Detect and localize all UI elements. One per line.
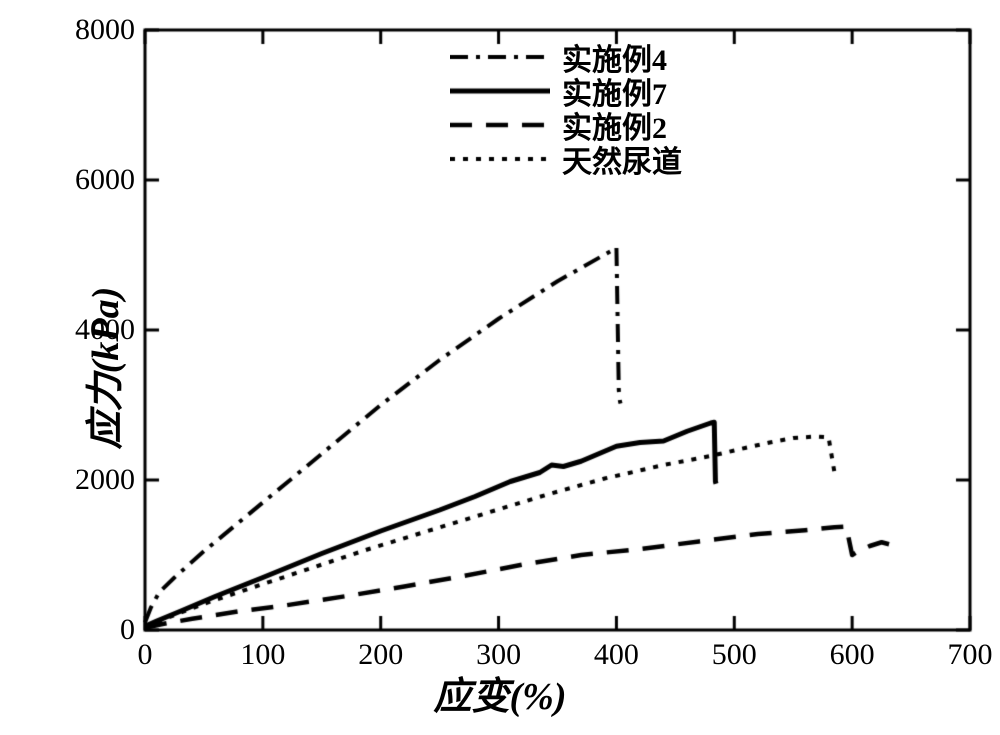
stress-strain-chart: 应力(kPa) 应变(%) 0 100 200 300 400 500 600 700 0 20… xyxy=(0,0,1000,735)
legend-swatch xyxy=(450,40,550,74)
y-tick-label: 2000 xyxy=(75,463,135,497)
y-tick-label: 6000 xyxy=(75,163,135,197)
x-tick-label: 700 xyxy=(948,638,993,672)
x-tick-label: 100 xyxy=(240,638,285,672)
legend-swatch xyxy=(450,74,550,108)
y-axis-title: 应力(kPa) xyxy=(74,286,129,449)
legend-swatch xyxy=(450,142,550,176)
y-tick-label: 4000 xyxy=(75,313,135,347)
y-tick-label: 0 xyxy=(120,613,135,647)
x-tick-label: 400 xyxy=(594,638,639,672)
legend-entry: 天然尿道 xyxy=(450,142,682,176)
legend-swatch xyxy=(450,108,550,142)
x-axis-title: 应变(%) xyxy=(434,665,567,720)
y-tick-label: 8000 xyxy=(75,13,135,47)
x-tick-label: 500 xyxy=(712,638,757,672)
x-tick-label: 600 xyxy=(830,638,875,672)
x-tick-label: 300 xyxy=(476,638,521,672)
x-tick-label: 200 xyxy=(358,638,403,672)
legend-label: 天然尿道 xyxy=(562,137,682,181)
x-tick-label: 0 xyxy=(138,638,153,672)
legend: 实施例4实施例7实施例2天然尿道 xyxy=(450,40,682,176)
